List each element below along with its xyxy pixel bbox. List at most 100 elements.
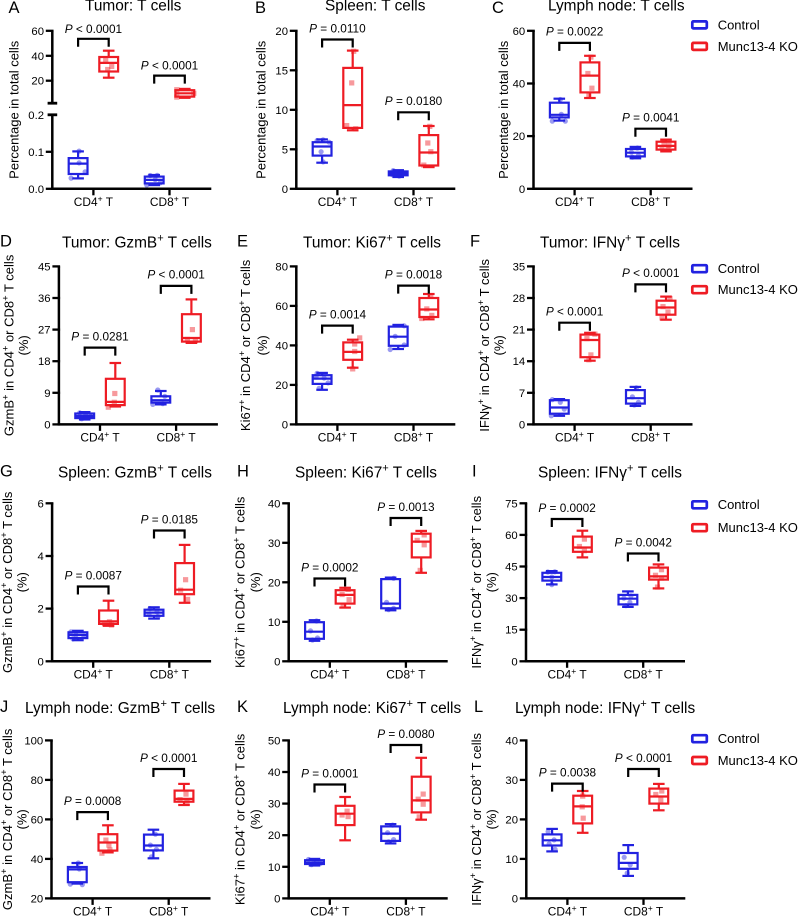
svg-text:B: B <box>255 0 266 17</box>
svg-text:0: 0 <box>512 893 518 905</box>
svg-text:CD8+​ T: CD8+​ T <box>150 193 189 209</box>
svg-text:Lymph node: GzmB+​ T cells: Lymph node: GzmB+​ T cells <box>25 698 215 717</box>
svg-text:(%): (%) <box>16 335 31 355</box>
svg-text:Control: Control <box>718 17 760 32</box>
svg-text:20: 20 <box>505 814 518 826</box>
svg-text:40: 40 <box>513 79 526 91</box>
svg-text:P = 0.0180: P = 0.0180 <box>385 94 443 108</box>
svg-text:CD4+​ T: CD4+​ T <box>73 903 112 919</box>
svg-text:9: 9 <box>44 388 50 400</box>
svg-text:10: 10 <box>268 862 281 874</box>
svg-text:CD4+​ T: CD4+​ T <box>74 666 113 682</box>
svg-text:10: 10 <box>505 854 518 866</box>
svg-text:CD4+​ T: CD4+​ T <box>318 193 357 209</box>
svg-text:CD4+​ T: CD4+​ T <box>310 903 349 919</box>
svg-text:30: 30 <box>268 538 281 550</box>
svg-text:Control: Control <box>718 497 760 512</box>
svg-text:50: 50 <box>268 735 281 747</box>
svg-text:40: 40 <box>505 735 518 747</box>
svg-text:40: 40 <box>31 854 44 866</box>
svg-text:0: 0 <box>519 419 525 431</box>
svg-text:P < 0.0001: P < 0.0001 <box>147 268 204 282</box>
svg-text:P = 0.0281: P = 0.0281 <box>71 329 128 343</box>
svg-text:20: 20 <box>275 380 288 392</box>
svg-text:2: 2 <box>38 604 44 616</box>
svg-text:30: 30 <box>505 593 518 605</box>
svg-text:Spleen: IFNγ+​ T cells: Spleen: IFNγ+​ T cells <box>538 463 682 482</box>
svg-text:30: 30 <box>268 799 281 811</box>
svg-text:75: 75 <box>505 498 518 510</box>
svg-text:0: 0 <box>511 656 517 668</box>
svg-text:20: 20 <box>513 131 526 143</box>
svg-text:27: 27 <box>38 325 51 337</box>
svg-text:28: 28 <box>513 293 526 305</box>
svg-text:45: 45 <box>505 562 518 574</box>
svg-text:P = 0.0002: P = 0.0002 <box>301 560 358 574</box>
svg-text:P < 0.0001: P < 0.0001 <box>141 59 198 73</box>
svg-text:GzmB+​ in CD4+​ or CD8+​ T cel: GzmB+​ in CD4+​ or CD8+​ T cells <box>0 728 15 910</box>
svg-text:21: 21 <box>513 325 526 337</box>
svg-text:P = 0.0080: P = 0.0080 <box>377 727 435 741</box>
svg-text:CD4+​ T: CD4+​ T <box>310 666 349 682</box>
svg-text:P = 0.0042: P = 0.0042 <box>614 535 671 549</box>
svg-text:P = 0.0185: P = 0.0185 <box>141 512 199 526</box>
svg-text:Munc13-4 KO: Munc13-4 KO <box>718 39 798 54</box>
svg-text:20: 20 <box>268 830 281 842</box>
svg-text:(%): (%) <box>14 809 29 829</box>
svg-text:45: 45 <box>38 261 51 273</box>
svg-text:G: G <box>0 463 13 481</box>
svg-text:4: 4 <box>38 551 44 563</box>
svg-text:CD4+​ T: CD4+​ T <box>74 193 113 209</box>
svg-text:E: E <box>237 233 248 251</box>
svg-text:Percentage in total cells: Percentage in total cells <box>7 40 22 179</box>
svg-text:CD4+​ T: CD4+​ T <box>555 193 594 209</box>
svg-text:P = 0.0014: P = 0.0014 <box>309 307 367 321</box>
svg-text:CD4+​ T: CD4+​ T <box>318 429 357 445</box>
svg-text:35: 35 <box>513 261 526 273</box>
svg-text:P = 0.0110: P = 0.0110 <box>309 21 366 35</box>
svg-text:(%): (%) <box>248 809 263 829</box>
svg-text:18: 18 <box>38 356 51 368</box>
svg-text:Spleen: T cells: Spleen: T cells <box>325 0 426 15</box>
svg-text:80: 80 <box>275 261 288 273</box>
svg-text:15: 15 <box>505 625 518 637</box>
svg-text:20: 20 <box>268 577 281 589</box>
svg-text:D: D <box>0 233 12 251</box>
svg-text:0: 0 <box>44 419 50 431</box>
svg-text:CD8+​ T: CD8+​ T <box>624 903 663 919</box>
svg-text:Munc13-4 KO: Munc13-4 KO <box>718 520 798 535</box>
svg-text:P < 0.0001: P < 0.0001 <box>65 22 122 36</box>
svg-text:0.2: 0.2 <box>28 110 44 122</box>
svg-text:36: 36 <box>38 293 51 305</box>
svg-text:40: 40 <box>31 51 44 63</box>
svg-text:20: 20 <box>275 26 288 38</box>
svg-text:60: 60 <box>513 26 526 38</box>
svg-text:0: 0 <box>274 893 280 905</box>
svg-text:CD4+​ T: CD4+​ T <box>548 666 587 682</box>
svg-text:I: I <box>472 463 477 481</box>
svg-text:IFNγ+​ in CD4+​ or CD8+​ T cel: IFNγ+​ in CD4+​ or CD8+​ T cells <box>475 259 492 432</box>
svg-text:P = 0.0001: P = 0.0001 <box>301 766 358 780</box>
svg-text:P = 0.0008: P = 0.0008 <box>64 794 122 808</box>
svg-text:60: 60 <box>31 26 44 38</box>
svg-text:Spleen: Ki67+​ T cells: Spleen: Ki67+​ T cells <box>295 463 437 482</box>
svg-text:0: 0 <box>282 184 288 196</box>
svg-text:80: 80 <box>31 775 44 787</box>
svg-text:H: H <box>237 463 249 481</box>
svg-text:CD8+​ T: CD8+​ T <box>394 429 433 445</box>
svg-text:CD4+​ T: CD4+​ T <box>555 429 594 445</box>
svg-text:P = 0.0013: P = 0.0013 <box>377 500 435 514</box>
svg-text:IFNγ+​ in CD4+​ or CD8+​ T cel: IFNγ+​ in CD4+​ or CD8+​ T cells <box>467 495 484 668</box>
svg-text:(%): (%) <box>14 572 29 592</box>
svg-text:A: A <box>9 0 20 17</box>
svg-text:40: 40 <box>268 498 281 510</box>
svg-text:CD8+​ T: CD8+​ T <box>149 903 188 919</box>
svg-text:40: 40 <box>268 767 281 779</box>
svg-text:Tumor: GzmB+​ T cells: Tumor: GzmB+​ T cells <box>62 233 212 252</box>
svg-text:Lymph node: IFNγ+​ T cells: Lymph node: IFNγ+​ T cells <box>515 698 695 717</box>
svg-text:P = 0.0038: P = 0.0038 <box>539 765 597 779</box>
svg-text:Control: Control <box>718 731 760 746</box>
svg-text:Ki67+​ in CD4+​ or CD8+​ T cel: Ki67+​ in CD4+​ or CD8+​ T cells <box>231 733 248 905</box>
svg-text:(%): (%) <box>492 335 507 355</box>
svg-text:Lymph node: Ki67+​ T cells: Lymph node: Ki67+​ T cells <box>283 698 461 717</box>
